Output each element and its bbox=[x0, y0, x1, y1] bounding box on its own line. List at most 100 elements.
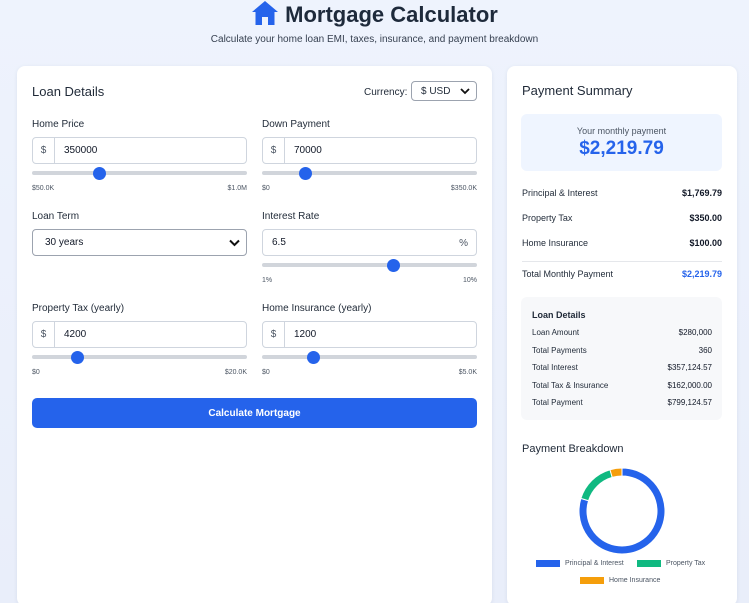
home-price-min: $50.0K bbox=[32, 185, 55, 192]
details-row: Total Tax & Insurance $162,000.00 bbox=[532, 381, 712, 390]
total-monthly-label: Total Monthly Payment bbox=[522, 269, 614, 279]
monthly-payment-box: Your monthly payment $2,219.79 bbox=[521, 114, 722, 171]
summary-total-row: Total Monthly Payment $2,219.79 bbox=[522, 269, 722, 279]
down-payment-value: 70000 bbox=[294, 145, 322, 156]
interest-rate-value: 6.5 bbox=[272, 237, 286, 248]
interest-rate-min: 1% bbox=[262, 277, 273, 284]
down-payment-slider[interactable] bbox=[262, 166, 477, 180]
donut-slice-tax bbox=[580, 469, 613, 502]
interest-rate-slider[interactable] bbox=[262, 258, 477, 272]
down-payment-label: Down Payment bbox=[262, 119, 330, 130]
summary-row-principal: Principal & Interest $1,769.79 bbox=[522, 188, 722, 198]
home-insurance-prefix: $ bbox=[263, 322, 285, 347]
down-payment-prefix: $ bbox=[263, 138, 285, 163]
home-price-label: Home Price bbox=[32, 119, 85, 130]
down-payment-max: $350.0K bbox=[450, 185, 477, 192]
details-row-label: Total Payment bbox=[532, 398, 583, 407]
home-insurance-slider[interactable] bbox=[262, 350, 477, 364]
summary-divider bbox=[522, 261, 722, 262]
home-insurance-value: 1200 bbox=[294, 329, 317, 340]
home-price-slider-thumb[interactable] bbox=[93, 166, 107, 180]
details-row-label: Total Tax & Insurance bbox=[532, 381, 609, 390]
details-row-value: $280,000 bbox=[678, 328, 712, 337]
legend-principal: Principal & Interest bbox=[536, 560, 624, 567]
details-title: Loan Details bbox=[532, 310, 586, 320]
home-insurance-input[interactable]: $ 1200 bbox=[262, 321, 477, 348]
home-insurance-max: $5.0K bbox=[458, 369, 477, 376]
interest-rate-input[interactable]: 6.5 % bbox=[262, 229, 477, 256]
property-tax-input[interactable]: $ 4200 bbox=[32, 321, 247, 348]
home-insurance-slider-thumb[interactable] bbox=[307, 350, 321, 364]
page-header: Mortgage Calculator Calculate your home … bbox=[0, 0, 749, 50]
loan-term-select[interactable]: 30 years bbox=[32, 229, 247, 256]
summary-row-insurance: Home Insurance $100.00 bbox=[522, 238, 722, 248]
home-price-input[interactable]: $ 350000 bbox=[32, 137, 247, 164]
property-tax-min: $0 bbox=[32, 369, 40, 376]
details-row-label: Loan Amount bbox=[532, 328, 580, 337]
down-payment-min: $0 bbox=[262, 185, 270, 192]
legend-tax: Property Tax bbox=[637, 560, 705, 567]
property-tax-prefix: $ bbox=[33, 322, 55, 347]
property-tax-max: $20.0K bbox=[224, 369, 247, 376]
loan-summary-details: Loan Details Loan Amount $280,000 Total … bbox=[521, 297, 722, 420]
currency-select[interactable]: $ USD bbox=[411, 81, 477, 101]
property-tax-slider[interactable] bbox=[32, 350, 247, 364]
payment-breakdown-title: Payment Breakdown bbox=[522, 443, 624, 455]
chevron-down-icon bbox=[229, 239, 240, 247]
currency-label: Currency: bbox=[364, 87, 408, 98]
summary-row-label: Home Insurance bbox=[522, 238, 589, 248]
property-tax-value: 4200 bbox=[64, 329, 87, 340]
legend-swatch-insurance bbox=[580, 577, 604, 584]
legend-swatch-tax bbox=[637, 560, 661, 567]
summary-row-tax: Property Tax $350.00 bbox=[522, 213, 722, 223]
legend-label: Principal & Interest bbox=[565, 560, 624, 567]
legend-label: Property Tax bbox=[666, 560, 706, 567]
home-price-max: $1.0M bbox=[227, 185, 247, 192]
details-row-value: $162,000.00 bbox=[667, 381, 713, 390]
details-row-value: $357,124.57 bbox=[667, 363, 713, 372]
total-monthly-value: $2,219.79 bbox=[681, 269, 722, 279]
page-subtitle: Calculate your home loan EMI, taxes, ins… bbox=[210, 34, 539, 45]
details-row-value: 360 bbox=[698, 346, 712, 355]
payment-summary-title: Payment Summary bbox=[522, 83, 633, 98]
down-payment-input[interactable]: $ 70000 bbox=[262, 137, 477, 164]
legend-insurance: Home Insurance bbox=[580, 577, 660, 584]
property-tax-slider-thumb[interactable] bbox=[70, 350, 84, 364]
summary-row-value: $1,769.79 bbox=[681, 188, 722, 198]
details-row: Total Payment $799,124.57 bbox=[532, 398, 712, 407]
interest-rate-slider-thumb[interactable] bbox=[386, 258, 400, 272]
currency-value: $ USD bbox=[421, 85, 451, 97]
details-row: Total Payments 360 bbox=[532, 346, 712, 355]
monthly-payment-value: $2,219.79 bbox=[579, 138, 664, 159]
interest-rate-suffix: % bbox=[459, 238, 468, 249]
legend-swatch-principal bbox=[536, 560, 560, 567]
down-payment-slider-thumb[interactable] bbox=[298, 166, 312, 180]
legend-label: Home Insurance bbox=[609, 577, 661, 584]
details-row-label: Total Interest bbox=[532, 363, 578, 372]
details-row: Loan Amount $280,000 bbox=[532, 328, 712, 337]
home-price-prefix: $ bbox=[33, 138, 55, 163]
loan-details-title: Loan Details bbox=[32, 84, 105, 99]
loan-details-card: Loan Details Currency: $ USD Home Price … bbox=[17, 66, 492, 603]
details-row-value: $799,124.57 bbox=[667, 398, 713, 407]
summary-row-label: Principal & Interest bbox=[522, 188, 598, 198]
calculate-mortgage-button[interactable]: Calculate Mortgage bbox=[32, 398, 477, 428]
home-insurance-label: Home Insurance (yearly) bbox=[262, 303, 372, 314]
details-row: Total Interest $357,124.57 bbox=[532, 363, 712, 372]
payment-breakdown-donut bbox=[578, 467, 666, 555]
home-icon bbox=[251, 0, 279, 31]
summary-row-label: Property Tax bbox=[522, 213, 573, 223]
monthly-payment-label: Your monthly payment bbox=[576, 126, 667, 136]
summary-row-value: $350.00 bbox=[689, 213, 722, 223]
property-tax-label: Property Tax (yearly) bbox=[32, 303, 125, 314]
home-price-slider[interactable] bbox=[32, 166, 247, 180]
donut-slice-insurance bbox=[609, 467, 623, 479]
interest-rate-label: Interest Rate bbox=[262, 211, 320, 222]
loan-term-label: Loan Term bbox=[32, 211, 80, 222]
interest-rate-max: 10% bbox=[462, 277, 477, 284]
chevron-down-icon bbox=[460, 88, 470, 95]
loan-term-value: 30 years bbox=[45, 237, 84, 248]
home-insurance-min: $0 bbox=[262, 369, 270, 376]
payment-summary-card: Payment Summary Your monthly payment $2,… bbox=[507, 66, 737, 603]
summary-row-value: $100.00 bbox=[689, 238, 722, 248]
